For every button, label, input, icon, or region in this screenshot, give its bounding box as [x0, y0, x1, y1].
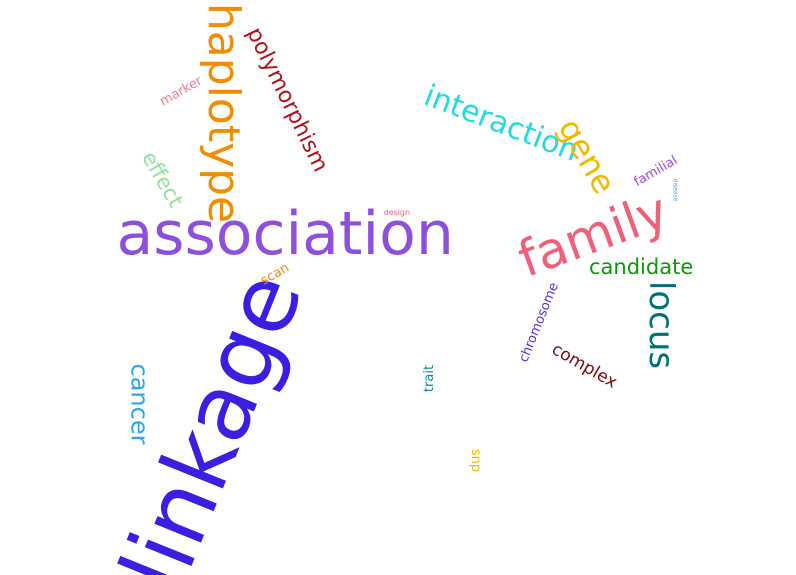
word-interaction: interaction: [419, 78, 584, 169]
word-disease: disease: [670, 178, 678, 202]
word-candidate: candidate: [589, 254, 694, 279]
word-polymorphism: polymorphism: [240, 23, 333, 176]
word-complex: complex: [548, 338, 621, 393]
word-snp: snp: [467, 448, 483, 472]
word-locus: locus: [641, 280, 682, 370]
word-cancer: cancer: [124, 363, 153, 445]
word-design: design: [383, 208, 411, 217]
word-haplotype: haplotype: [198, 2, 250, 224]
word-trait: trait: [421, 364, 437, 392]
word-association: association: [116, 199, 454, 269]
